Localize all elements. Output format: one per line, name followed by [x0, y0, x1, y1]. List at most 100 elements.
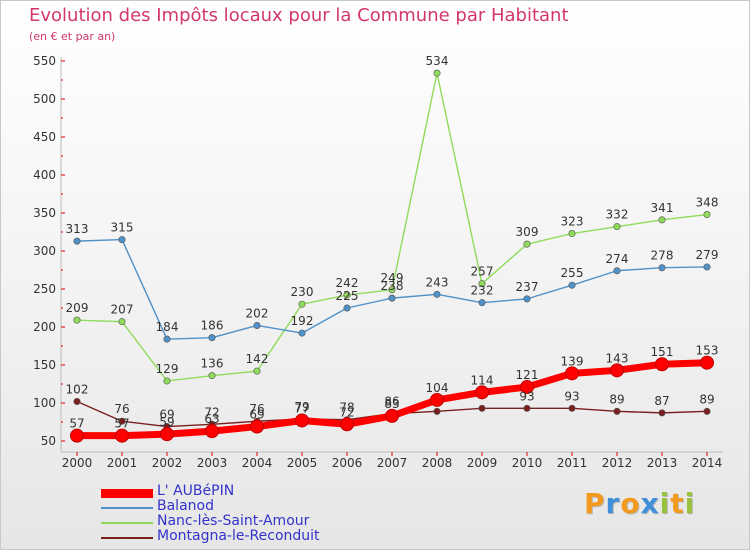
legend-swatch — [101, 522, 153, 524]
data-point — [118, 318, 126, 326]
data-point — [700, 355, 714, 370]
y-tick-label: 550 — [33, 54, 56, 68]
data-label: 76 — [249, 402, 264, 416]
data-label: 57 — [114, 417, 129, 431]
data-point — [520, 380, 534, 395]
data-point — [478, 299, 486, 307]
x-tick-label: 2009 — [467, 456, 498, 470]
data-point — [613, 407, 621, 415]
data-label: 348 — [696, 196, 719, 210]
legend-swatch — [101, 489, 153, 498]
data-point — [475, 385, 489, 400]
data-point — [430, 392, 444, 407]
x-tick-label: 2000 — [62, 456, 93, 470]
data-point — [205, 424, 219, 439]
data-point — [703, 407, 711, 415]
x-tick-label: 2001 — [107, 456, 138, 470]
data-label: 209 — [66, 301, 89, 315]
data-label: 114 — [471, 373, 494, 387]
data-label: 69 — [249, 408, 264, 422]
logo-letter: i — [684, 487, 696, 520]
data-label: 207 — [111, 303, 134, 317]
data-point — [703, 263, 711, 271]
logo-letter: P — [584, 487, 606, 520]
data-point — [295, 413, 309, 428]
data-point — [523, 240, 531, 248]
data-label: 257 — [471, 265, 494, 279]
data-label: 72 — [339, 405, 354, 419]
data-label: 93 — [564, 389, 579, 403]
data-label: 202 — [246, 306, 269, 320]
data-label: 69 — [159, 408, 174, 422]
data-point — [433, 407, 441, 415]
y-tick-label: 400 — [33, 168, 56, 182]
data-point — [433, 69, 441, 77]
data-label: 323 — [561, 215, 584, 229]
data-point — [160, 427, 174, 442]
legend-label: Montagna-le-Reconduit — [157, 528, 320, 544]
data-point — [658, 216, 666, 224]
data-point — [70, 428, 84, 443]
data-label: 93 — [519, 389, 534, 403]
data-label: 238 — [381, 279, 404, 293]
data-label: 237 — [516, 280, 539, 294]
data-label: 184 — [156, 320, 179, 334]
data-point — [343, 291, 351, 299]
data-point — [253, 367, 261, 375]
data-point — [523, 404, 531, 412]
data-label: 143 — [606, 351, 629, 365]
x-tick-label: 2012 — [602, 456, 633, 470]
data-point — [298, 300, 306, 308]
data-label: 153 — [696, 344, 719, 358]
data-point — [568, 230, 576, 238]
data-label: 57 — [69, 417, 84, 431]
logo-letter: x — [640, 487, 660, 520]
data-point — [478, 280, 486, 288]
data-point — [208, 334, 216, 342]
y-tick-label: 50 — [41, 434, 56, 448]
data-label: 102 — [66, 382, 89, 396]
data-point — [298, 329, 306, 337]
data-label: 332 — [606, 208, 629, 222]
data-label: 129 — [156, 362, 179, 376]
y-tick-label: 350 — [33, 206, 56, 220]
data-point — [433, 290, 441, 298]
logo-letter: t — [670, 487, 685, 520]
data-point — [253, 321, 261, 329]
y-tick-label: 450 — [33, 130, 56, 144]
data-label: 249 — [381, 271, 404, 285]
data-point — [73, 316, 81, 324]
data-label: 274 — [606, 252, 629, 266]
x-tick-label: 2008 — [422, 456, 453, 470]
data-label: 77 — [294, 401, 309, 415]
data-label: 87 — [654, 394, 669, 408]
data-point — [115, 428, 129, 443]
x-tick-label: 2013 — [647, 456, 678, 470]
data-label: 232 — [471, 284, 494, 298]
legend-label: L' AUBéPIN — [157, 483, 235, 499]
x-tick-label: 2006 — [332, 456, 363, 470]
data-label: 341 — [651, 201, 674, 215]
x-tick-label: 2002 — [152, 456, 183, 470]
data-label: 151 — [651, 345, 674, 359]
data-label: 136 — [201, 357, 224, 371]
legend-swatch — [101, 507, 153, 509]
data-point — [568, 281, 576, 289]
data-point — [613, 223, 621, 231]
data-label: 72 — [204, 405, 219, 419]
data-label: 243 — [426, 275, 449, 289]
data-point — [340, 417, 354, 432]
data-point — [613, 267, 621, 275]
data-label: 79 — [294, 400, 309, 414]
data-label: 278 — [651, 249, 674, 263]
x-tick-label: 2004 — [242, 456, 273, 470]
x-tick-label: 2014 — [692, 456, 723, 470]
logo-letter: r — [605, 487, 621, 520]
data-label: 104 — [426, 381, 449, 395]
data-label: 315 — [111, 221, 134, 235]
y-tick-label: 250 — [33, 282, 56, 296]
data-label: 313 — [66, 222, 89, 236]
data-point — [655, 357, 669, 372]
series-line — [76, 72, 708, 382]
